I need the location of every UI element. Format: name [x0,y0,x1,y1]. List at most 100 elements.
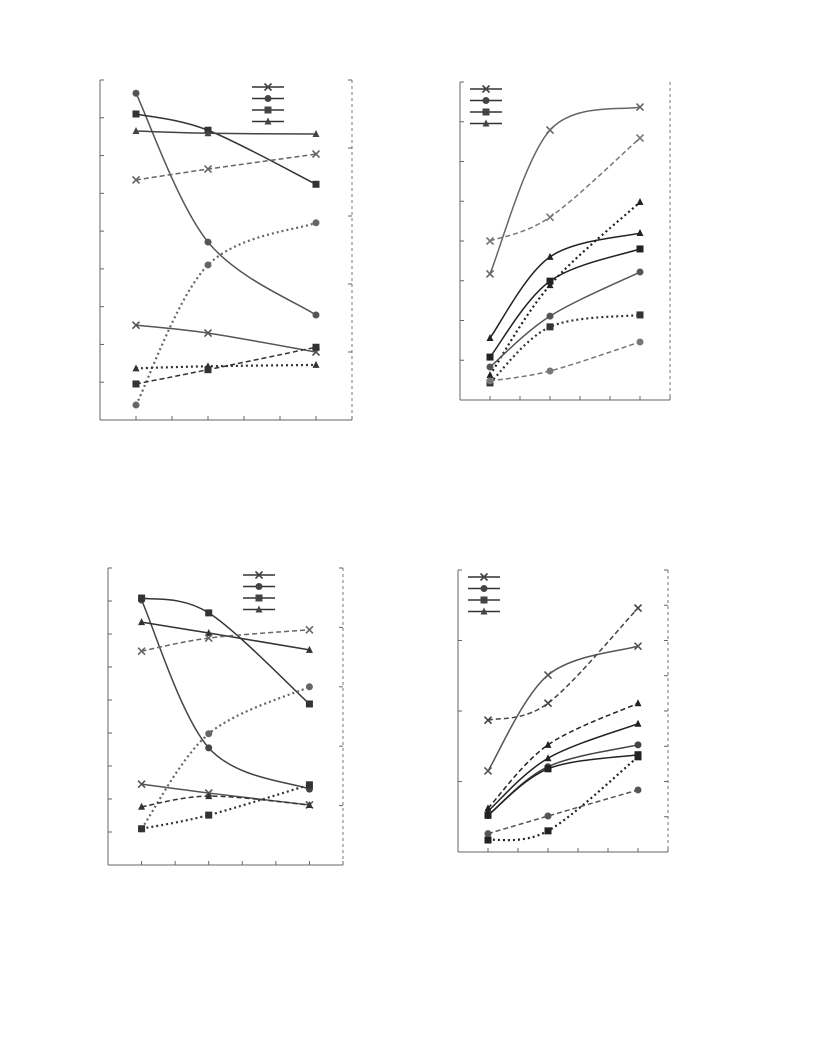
series-line [140,685,310,830]
legend-marker [255,583,263,590]
series-line [135,324,317,353]
marker [132,364,140,372]
marker [305,625,314,634]
series-line [489,341,641,382]
marker [486,370,494,378]
legend-marker [254,570,264,580]
marker [205,730,213,738]
marker [544,754,552,762]
series-line [141,783,310,830]
marker [485,236,495,246]
marker [312,343,320,351]
marker [305,683,313,691]
marker [138,618,146,626]
legend-marker [480,607,488,615]
legend-marker [264,117,272,125]
marker [546,252,554,260]
marker [204,129,212,137]
marker [305,700,313,708]
legend-marker [479,572,489,582]
chart [107,567,344,866]
marker [305,801,313,809]
marker [138,825,146,833]
series-line [135,363,317,370]
marker [137,780,146,789]
series-line [135,113,317,185]
marker [484,811,492,819]
marker [633,604,643,613]
marker [205,792,213,800]
marker [312,130,320,138]
marker [305,781,313,789]
marker [546,323,554,331]
marker [545,213,555,222]
legend-marker [264,106,272,114]
series-line [489,232,641,339]
marker [132,401,140,409]
marker [634,719,642,727]
marker [544,765,552,773]
series-line [489,137,641,242]
marker [205,629,213,637]
marker [312,311,320,319]
marker [634,699,642,707]
legend-marker [482,97,490,104]
series-line [135,92,317,316]
marker [138,802,146,810]
marker [634,753,642,761]
marker [203,329,213,338]
marker [205,811,213,819]
legend-marker [264,95,272,102]
marker [204,261,212,269]
marker [132,380,140,388]
marker [483,716,493,725]
marker [486,333,494,341]
legend-marker [263,82,273,92]
marker [203,165,213,174]
marker [137,647,146,656]
legend-marker [255,605,263,613]
series-line [487,744,639,816]
marker [204,238,212,246]
marker [545,126,555,135]
marker [484,836,492,844]
marker [311,150,321,159]
marker [132,127,140,134]
marker [485,269,495,279]
legend-marker [480,585,488,592]
marker [486,353,494,361]
series-line [487,789,639,835]
marker [205,744,213,752]
marker [544,740,552,748]
marker [486,363,494,371]
series-line [487,645,639,772]
marker [312,180,320,188]
series-line [487,753,639,816]
marker [132,110,140,118]
marker [636,229,644,237]
series-line [487,722,639,812]
legend-marker [255,594,263,602]
marker [634,786,642,794]
marker [546,367,554,375]
series-line [489,201,641,376]
marker [205,609,213,617]
marker [636,268,644,276]
marker [483,766,493,775]
marker [546,312,554,320]
marker [543,699,553,708]
marker [636,311,644,319]
marker [544,812,552,820]
marker [633,642,643,651]
series-line [141,597,310,705]
marker [131,321,141,330]
marker [312,219,320,227]
chart [457,569,669,853]
marker [204,366,212,374]
chart [459,81,671,401]
marker [635,133,645,143]
marker [138,594,146,602]
marker [636,338,644,346]
